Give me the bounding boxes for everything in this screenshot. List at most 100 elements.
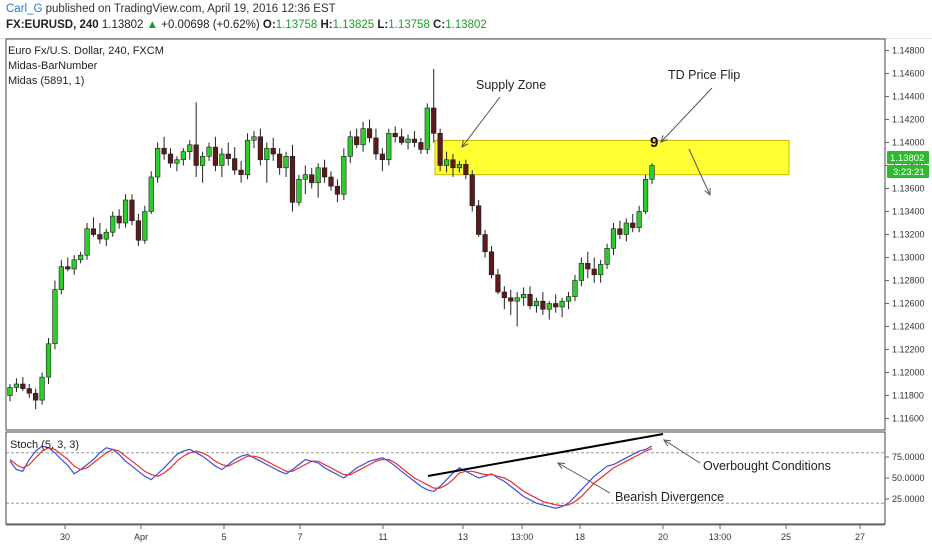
legend-symbol: Euro Fx/U.S. Dollar, 240, FXCM bbox=[8, 45, 164, 57]
price-tick-label: 1.12000 bbox=[892, 368, 925, 378]
time-tick-label: 25 bbox=[781, 532, 791, 542]
candle-body bbox=[482, 234, 488, 253]
candle-body bbox=[148, 176, 154, 212]
time-tick-label: 30 bbox=[60, 532, 70, 542]
annotation-td-price-flip: TD Price Flip bbox=[668, 68, 740, 82]
candle-body bbox=[636, 211, 642, 228]
candle-body bbox=[257, 136, 263, 161]
candle-body bbox=[129, 199, 135, 222]
time-tick-label: 13 bbox=[458, 532, 468, 542]
candle-body bbox=[238, 169, 244, 176]
divergence-arrow bbox=[557, 462, 611, 494]
candle-body bbox=[604, 248, 610, 265]
candle-body bbox=[328, 176, 334, 187]
price-tick-label: 1.13200 bbox=[892, 230, 925, 240]
candle-body bbox=[39, 376, 45, 401]
candle-body bbox=[13, 383, 20, 388]
candles-layer bbox=[7, 68, 655, 410]
candle-body bbox=[135, 220, 142, 241]
candle-body bbox=[443, 159, 450, 166]
candle-body bbox=[514, 297, 520, 302]
candle-body bbox=[212, 146, 219, 166]
candle-body bbox=[354, 136, 360, 146]
price-tick-label: 1.14800 bbox=[892, 46, 925, 56]
candle-body bbox=[392, 133, 398, 138]
candle-body bbox=[277, 153, 283, 169]
candle-body bbox=[399, 136, 405, 143]
candle-body bbox=[110, 215, 116, 233]
supply-zone-arrow bbox=[461, 96, 501, 148]
candle-body bbox=[572, 280, 578, 297]
candle-body bbox=[411, 138, 418, 143]
time-tick-label: 20 bbox=[658, 532, 668, 542]
candle-body bbox=[565, 296, 572, 302]
price-tick-label: 1.12400 bbox=[892, 322, 925, 332]
candle-body bbox=[450, 159, 456, 169]
price-tick-label: 1.13000 bbox=[892, 253, 925, 263]
supply-zone-arrow-head bbox=[461, 140, 469, 148]
time-tick-label: 7 bbox=[297, 532, 302, 542]
stoch-series-k bbox=[9, 445, 653, 509]
candle-body bbox=[84, 228, 90, 256]
price-tick-label: 1.13400 bbox=[892, 207, 925, 217]
high-value: 1.13825 bbox=[332, 19, 375, 31]
price-tick-label: 1.13600 bbox=[892, 184, 925, 194]
candle-body bbox=[161, 147, 167, 155]
price-change: +0.00698 (+0.62%) bbox=[161, 19, 260, 31]
candle-body bbox=[180, 151, 186, 161]
price-tick-label: 1.12200 bbox=[892, 345, 925, 355]
td-flip-arrow bbox=[660, 87, 713, 143]
candle-body bbox=[71, 259, 77, 270]
stoch-tick-label: 75.0000 bbox=[892, 452, 925, 462]
candle-body bbox=[90, 228, 97, 235]
td-flip-arrow-head bbox=[660, 135, 668, 143]
legend-midas-barnumber: Midas-BarNumber bbox=[8, 60, 98, 72]
candle-body bbox=[334, 185, 341, 195]
candle-body bbox=[103, 231, 109, 240]
candle-body bbox=[116, 215, 122, 224]
price-tick-label: 1.12800 bbox=[892, 276, 925, 286]
candle-body bbox=[309, 174, 315, 184]
candle-body bbox=[578, 262, 584, 281]
timer-badge-bg bbox=[887, 165, 929, 178]
candle-body bbox=[642, 179, 649, 212]
divergence-arrow-head bbox=[557, 462, 566, 470]
candle-body bbox=[174, 159, 180, 164]
candle-body bbox=[296, 179, 302, 203]
publisher-user-link[interactable]: Carl_G bbox=[6, 3, 43, 15]
close-label: C: bbox=[433, 19, 446, 31]
low-label: L: bbox=[377, 19, 389, 31]
stoch-layer bbox=[6, 433, 885, 509]
close-value: 1.13802 bbox=[445, 19, 487, 31]
candle-body bbox=[476, 205, 482, 235]
candle-body bbox=[559, 300, 565, 308]
annotation-supply-zone: Supply Zone bbox=[476, 78, 546, 92]
candle-body bbox=[219, 153, 225, 166]
candle-body bbox=[97, 234, 103, 240]
candle-body bbox=[360, 128, 366, 146]
candle-body bbox=[431, 107, 437, 134]
time-tick-label: 5 bbox=[221, 532, 226, 542]
candle-body bbox=[469, 174, 475, 207]
price-tick-label: 1.14400 bbox=[892, 92, 925, 102]
candle-body bbox=[155, 147, 161, 178]
candle-body bbox=[341, 156, 347, 195]
change-up-icon: ▲ bbox=[146, 19, 159, 31]
time-tick-label: Apr bbox=[134, 532, 148, 542]
candle-body bbox=[623, 222, 629, 235]
candle-body bbox=[321, 167, 328, 178]
legend-stoch: Stoch (5, 3, 3) bbox=[10, 439, 79, 451]
candle-body bbox=[52, 289, 58, 345]
candle-body bbox=[347, 136, 353, 157]
candle-body bbox=[232, 158, 238, 171]
overbought-arrow bbox=[663, 439, 701, 464]
time-tick-label: 18 bbox=[575, 532, 585, 542]
annotation-overbought: Overbought Conditions bbox=[703, 459, 831, 473]
candle-body bbox=[225, 153, 231, 159]
stoch-tick-label: 25.0000 bbox=[892, 494, 925, 504]
stoch-tick-label: 50.0000 bbox=[892, 473, 925, 483]
candle-body bbox=[424, 107, 430, 150]
candle-body bbox=[456, 164, 463, 169]
candle-body bbox=[270, 147, 276, 155]
